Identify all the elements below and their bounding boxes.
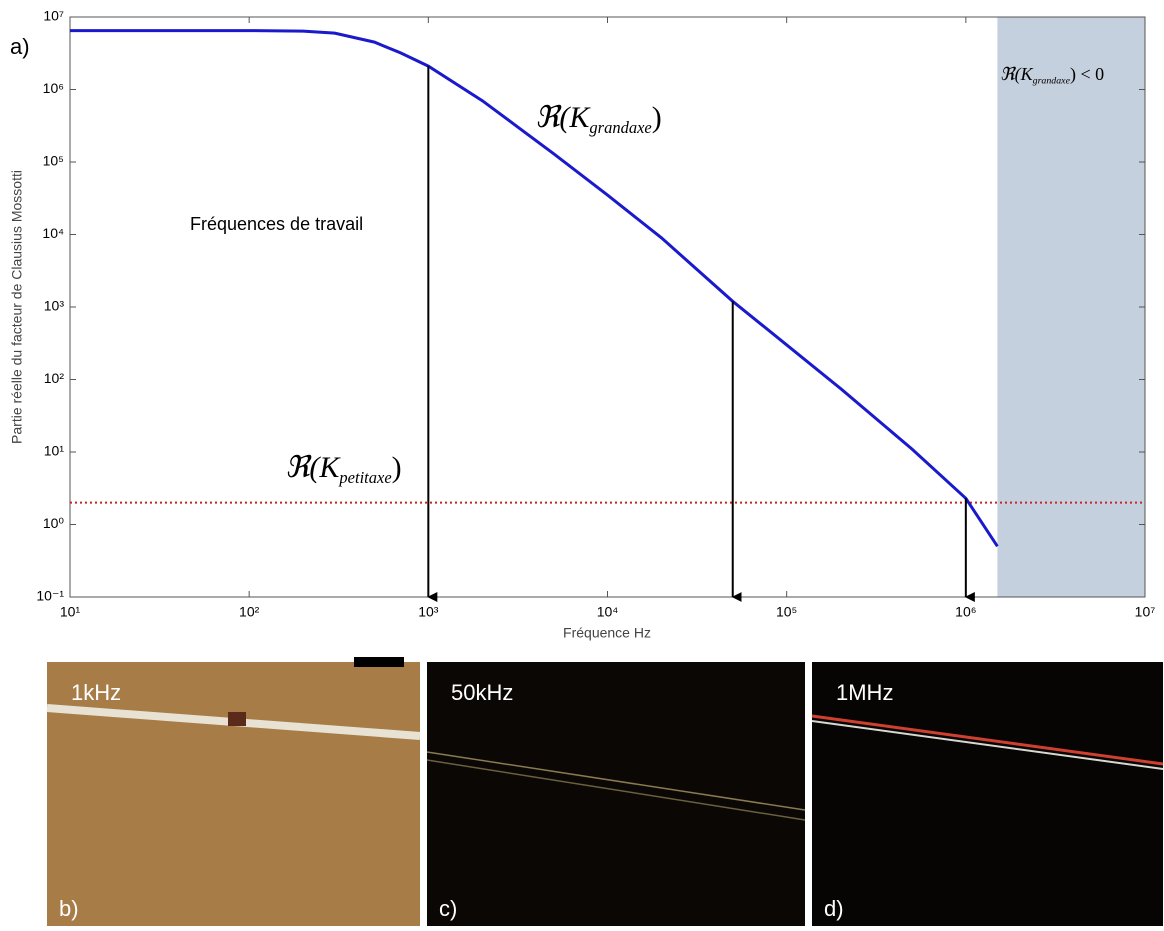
panel-label: a) <box>10 34 30 59</box>
gap <box>228 712 246 726</box>
fiber <box>426 751 806 811</box>
annotation-subscript: petitaxe <box>338 468 391 487</box>
y-tick-label: 10⁻¹ <box>36 588 64 604</box>
micrograph <box>427 662 805 926</box>
curve <box>70 29 999 548</box>
scale-bar <box>354 657 404 667</box>
annotation: ℜ(Kgrandaxe) <box>535 101 662 137</box>
y-tick-label: 10⁰ <box>43 515 65 531</box>
panel-label: d) <box>824 896 844 921</box>
scale-bar-label: 20µm <box>360 640 398 657</box>
plot-frame <box>69 16 1146 598</box>
x-tick-label: 10² <box>239 604 260 620</box>
fiber <box>426 759 806 821</box>
y-tick-label: 10³ <box>44 298 65 314</box>
y-tick-label: 10⁴ <box>42 225 64 241</box>
annotation-part: ℜ(K <box>285 451 341 484</box>
x-axis-label: Fréquence Hz <box>563 625 651 641</box>
x-tick-label: 10⁶ <box>955 604 976 620</box>
y-tick-label: 10⁵ <box>43 153 64 169</box>
y-tick-label: 10⁶ <box>43 80 64 96</box>
annotation: ℜ(Kpetitaxe) <box>285 451 402 487</box>
frequency-label: 50kHz <box>451 680 513 705</box>
annotation-part: ) <box>652 101 662 134</box>
annotation: ℜ(Kgrandaxe) < 0 <box>1000 64 1104 87</box>
y-axis-label: Partie réelle du facteur de Clausius Mos… <box>9 170 25 444</box>
annotation-part: ℜ(K <box>1000 64 1034 85</box>
x-tick-label: 10⁵ <box>776 604 797 620</box>
frequency-label: 1kHz <box>71 680 121 705</box>
x-tick-label: 10⁷ <box>1135 604 1156 620</box>
fiber <box>811 714 1164 766</box>
shaded-region <box>997 17 1145 597</box>
fiber <box>811 720 1164 770</box>
annotation-part: Fréquences de travail <box>190 214 363 234</box>
micrograph <box>812 662 1163 926</box>
x-tick-label: 10⁴ <box>597 604 619 620</box>
annotation-part: ) <box>392 451 402 484</box>
micrograph <box>47 662 420 926</box>
annotation-part: ) < 0 <box>1070 64 1104 85</box>
annotation-subscript: grandaxe <box>1033 76 1071 87</box>
panel-label: b) <box>59 896 79 921</box>
y-tick-label: 10¹ <box>44 443 65 459</box>
x-tick-label: 10³ <box>418 604 439 620</box>
annotation-subscript: grandaxe <box>589 118 651 137</box>
panel-label: c) <box>439 896 457 921</box>
y-tick-label: 10² <box>44 370 65 386</box>
frequency-label: 1MHz <box>836 680 893 705</box>
annotation-part: ℜ(K <box>535 101 591 134</box>
annotation: Fréquences de travail <box>190 214 363 234</box>
y-tick-label: 10⁷ <box>43 8 64 24</box>
x-tick-label: 10¹ <box>60 604 81 620</box>
